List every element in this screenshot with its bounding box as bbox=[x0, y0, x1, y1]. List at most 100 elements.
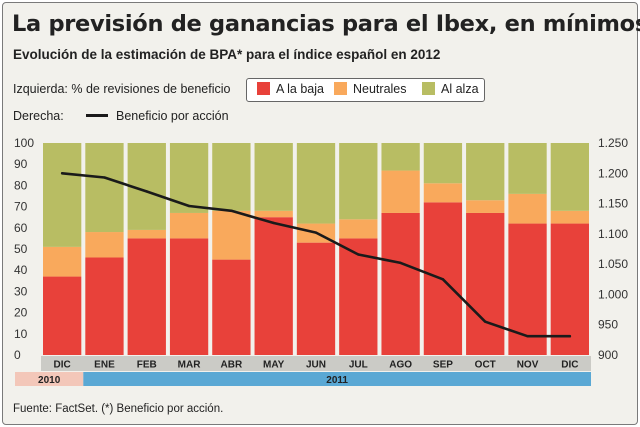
month-label: JUN bbox=[306, 360, 326, 371]
eps-point bbox=[484, 320, 487, 323]
right-axis-tick-label: 1.150 bbox=[598, 197, 628, 211]
year-label: 2011 bbox=[326, 375, 348, 386]
bar-segment-baja bbox=[127, 238, 166, 355]
bar-segment-alza bbox=[43, 143, 82, 247]
bar-segment-baja bbox=[43, 276, 82, 355]
bar-segment-alza bbox=[254, 143, 293, 211]
eps-point bbox=[187, 204, 191, 208]
left-axis-tick-label: 0 bbox=[14, 348, 21, 362]
chart-subtitle: Evolución de la estimación de BPA* para … bbox=[13, 47, 441, 62]
bar-segment-neutrales bbox=[127, 229, 166, 239]
source-note: Fuente: FactSet. (*) Beneficio por acció… bbox=[13, 403, 224, 415]
bar-segment-baja bbox=[381, 212, 420, 355]
bar-segment-baja bbox=[466, 212, 505, 355]
eps-point bbox=[103, 176, 106, 179]
left-axis-tick-label: 30 bbox=[14, 284, 28, 298]
eps-point bbox=[526, 335, 529, 338]
bar-legend: A la baja Neutrales Al alza bbox=[246, 78, 485, 102]
bar-segment-neutrales bbox=[381, 170, 420, 213]
month-band bbox=[41, 356, 591, 371]
bar-segment-baja bbox=[550, 223, 589, 355]
left-axis-tick-label: 100 bbox=[14, 136, 34, 150]
left-axis-tick-label: 40 bbox=[14, 263, 28, 277]
eps-point bbox=[441, 278, 445, 281]
bar-segment-alza bbox=[466, 143, 505, 201]
bar-segment-neutrales bbox=[339, 219, 378, 239]
right-axis-tick-label: 1.250 bbox=[598, 136, 628, 150]
legend-label-neutrales: Neutrales bbox=[353, 82, 407, 96]
year-label: 2010 bbox=[38, 375, 61, 386]
legend-item-baja: A la baja bbox=[257, 82, 324, 96]
month-label: JUL bbox=[349, 360, 368, 371]
legend-swatch-neutrales bbox=[334, 82, 347, 95]
month-label: MAR bbox=[178, 360, 202, 371]
bar-segment-neutrales bbox=[466, 200, 505, 213]
bar-segment-alza bbox=[296, 143, 336, 224]
eps-point bbox=[60, 172, 64, 175]
month-label: FEB bbox=[137, 360, 157, 371]
month-label: SEP bbox=[433, 360, 453, 371]
right-axis-tick-label: 1.000 bbox=[598, 287, 628, 301]
legend-label-baja: A la baja bbox=[276, 82, 324, 96]
year-band-segment bbox=[83, 372, 592, 386]
right-axis-tick-label: 1.200 bbox=[598, 166, 628, 180]
bar-segment-neutrales bbox=[169, 212, 209, 239]
month-label: NOV bbox=[517, 360, 539, 371]
bar-segment-neutrales bbox=[85, 232, 124, 258]
line-legend: Beneficio por acción bbox=[86, 109, 229, 123]
left-axis-tick-label: 70 bbox=[14, 200, 28, 214]
eps-point bbox=[272, 221, 275, 225]
left-axis-tick-label: 20 bbox=[14, 306, 28, 320]
left-axis-tick-label: 50 bbox=[14, 242, 28, 256]
bar-segment-neutrales bbox=[508, 193, 547, 224]
left-axis-label: Izquierda: % de revisiones de beneficio bbox=[13, 82, 231, 96]
month-label: AGO bbox=[389, 360, 412, 371]
stacked-bar-chart: 0 10 20 30 40 50 60 70 80 90 100 900 950 1.000 1.050 1.… bbox=[14, 136, 628, 386]
eps-point bbox=[568, 335, 572, 338]
right-axis-label: Derecha: bbox=[13, 109, 64, 123]
chart-title: La previsión de ganancias para el Ibex, … bbox=[12, 11, 640, 37]
eps-point bbox=[145, 190, 148, 193]
bar-segment-neutrales bbox=[423, 183, 463, 203]
bar-segment-baja bbox=[296, 242, 336, 355]
bar-segment-neutrales bbox=[43, 246, 82, 277]
left-axis-tick-label: 10 bbox=[14, 327, 28, 341]
month-label: DIC bbox=[54, 360, 71, 371]
right-axis-tick-label: 900 bbox=[598, 348, 618, 362]
bar-segment-neutrales bbox=[212, 210, 251, 260]
bar-segment-alza bbox=[550, 143, 589, 211]
legend-item-neutrales: Neutrales bbox=[334, 82, 407, 96]
eps-point bbox=[399, 261, 402, 265]
left-axis-tick-label: 80 bbox=[14, 178, 28, 192]
month-label: ABR bbox=[221, 360, 243, 371]
right-axis-tick-label: 950 bbox=[598, 318, 618, 332]
bar-segment-baja bbox=[254, 217, 293, 355]
eps-point bbox=[314, 231, 318, 234]
line-legend-swatch bbox=[86, 114, 108, 118]
bar-segment-alza bbox=[212, 143, 251, 211]
month-label: ENE bbox=[94, 360, 115, 371]
bar-segment-baja bbox=[169, 238, 209, 355]
right-axis-tick-label: 1.100 bbox=[598, 227, 628, 241]
bar-segment-alza bbox=[339, 143, 378, 220]
bar-segment-alza bbox=[381, 143, 420, 171]
eps-point bbox=[357, 253, 360, 256]
month-label: MAY bbox=[263, 360, 285, 371]
bar-segment-neutrales bbox=[254, 210, 293, 218]
legend-swatch-baja bbox=[257, 82, 270, 95]
left-axis-tick-label: 60 bbox=[14, 221, 28, 235]
line-legend-label: Beneficio por acción bbox=[116, 109, 229, 123]
bar-segment-baja bbox=[212, 259, 251, 355]
year-band-segment bbox=[15, 372, 84, 386]
bar-segment-alza bbox=[85, 143, 124, 233]
eps-point bbox=[230, 209, 233, 213]
bar-segment-neutrales bbox=[550, 210, 589, 224]
bar-segment-alza bbox=[423, 143, 463, 184]
bar-segment-baja bbox=[85, 257, 124, 355]
left-axis-tick-label: 90 bbox=[14, 157, 28, 171]
legend-item-alza: Al alza bbox=[422, 82, 479, 96]
month-label: OCT bbox=[475, 360, 496, 371]
right-axis-tick-label: 1.050 bbox=[598, 257, 628, 271]
legend-label-alza: Al alza bbox=[441, 82, 479, 96]
